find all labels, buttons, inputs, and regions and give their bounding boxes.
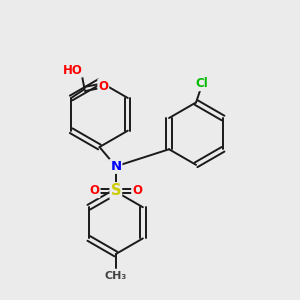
Text: O: O <box>89 184 99 197</box>
Text: N: N <box>110 160 122 173</box>
Text: HO: HO <box>63 64 82 76</box>
Text: CH₃: CH₃ <box>105 271 127 281</box>
Text: Cl: Cl <box>196 77 208 90</box>
Text: S: S <box>111 183 121 198</box>
Text: O: O <box>98 80 108 93</box>
Text: O: O <box>132 184 142 197</box>
